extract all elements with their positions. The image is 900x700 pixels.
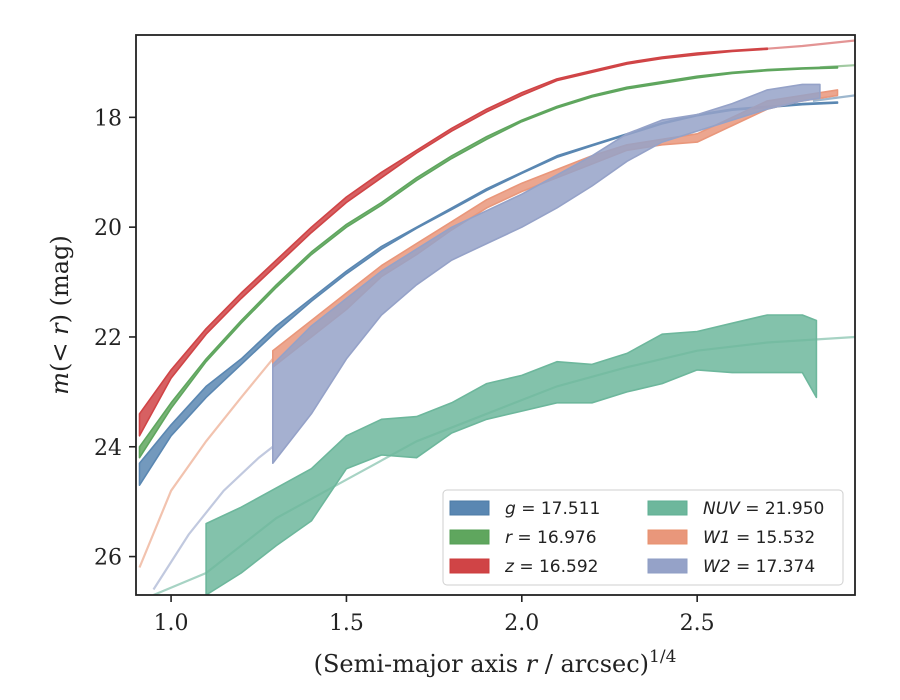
- legend-box: [442, 489, 844, 586]
- series-z-band: [138, 47, 769, 437]
- series-z-extension-line: [767, 39, 855, 50]
- legend-swatch-r: [449, 529, 490, 545]
- legend: g = 17.511 r = 16.976 z = 16.592 NUV = 21.9…: [442, 489, 844, 586]
- x-tick-label: 2.5: [680, 611, 715, 636]
- series-g-extension-line: [812, 94, 855, 102]
- series-layer: [138, 39, 855, 595]
- x-axis-title: (Semi-major axis r / arcsec)1/4: [314, 647, 677, 678]
- series-w1-extension-line: [138, 358, 274, 568]
- y-tick-label: 26: [94, 546, 122, 571]
- legend-swatch-nuv: [647, 500, 688, 516]
- series-nuv-band: [205, 314, 818, 595]
- legend-swatch-w1: [647, 529, 688, 545]
- series-r-band: [138, 66, 839, 459]
- legend-label-w1: W1 = 15.532: [703, 528, 815, 548]
- series-g-band: [138, 101, 839, 486]
- legend-swatch-g: [449, 500, 490, 516]
- legend-label-w2: W2 = 17.374: [703, 557, 815, 577]
- series-w2-band: [272, 83, 821, 464]
- series-w2-extension-line: [152, 445, 274, 591]
- y-tick-label: 24: [94, 436, 122, 461]
- legend-swatch-w2: [647, 558, 688, 574]
- legend-swatch-z: [449, 558, 490, 574]
- y-axis-title: m(< r) (mag): [46, 235, 74, 395]
- x-tick-label: 1.5: [329, 611, 364, 636]
- y-tick-label: 22: [94, 326, 122, 351]
- x-tick-label: 2.0: [504, 611, 539, 636]
- legend-label-nuv: NUV = 21.950: [703, 499, 824, 519]
- plot-frame: [135, 34, 856, 596]
- y-tick-label: 18: [94, 106, 122, 131]
- ticks-layer: 1.0 1.5 2.0 2.5 18 20 22 24 26: [94, 106, 715, 636]
- legend-label-g: g = 17.511: [505, 499, 600, 519]
- legend-label-z: z = 16.592: [504, 557, 598, 577]
- legend-label-r: r = 16.976: [505, 528, 597, 548]
- y-tick-label: 20: [94, 216, 122, 241]
- x-tick-label: 1.0: [154, 611, 189, 636]
